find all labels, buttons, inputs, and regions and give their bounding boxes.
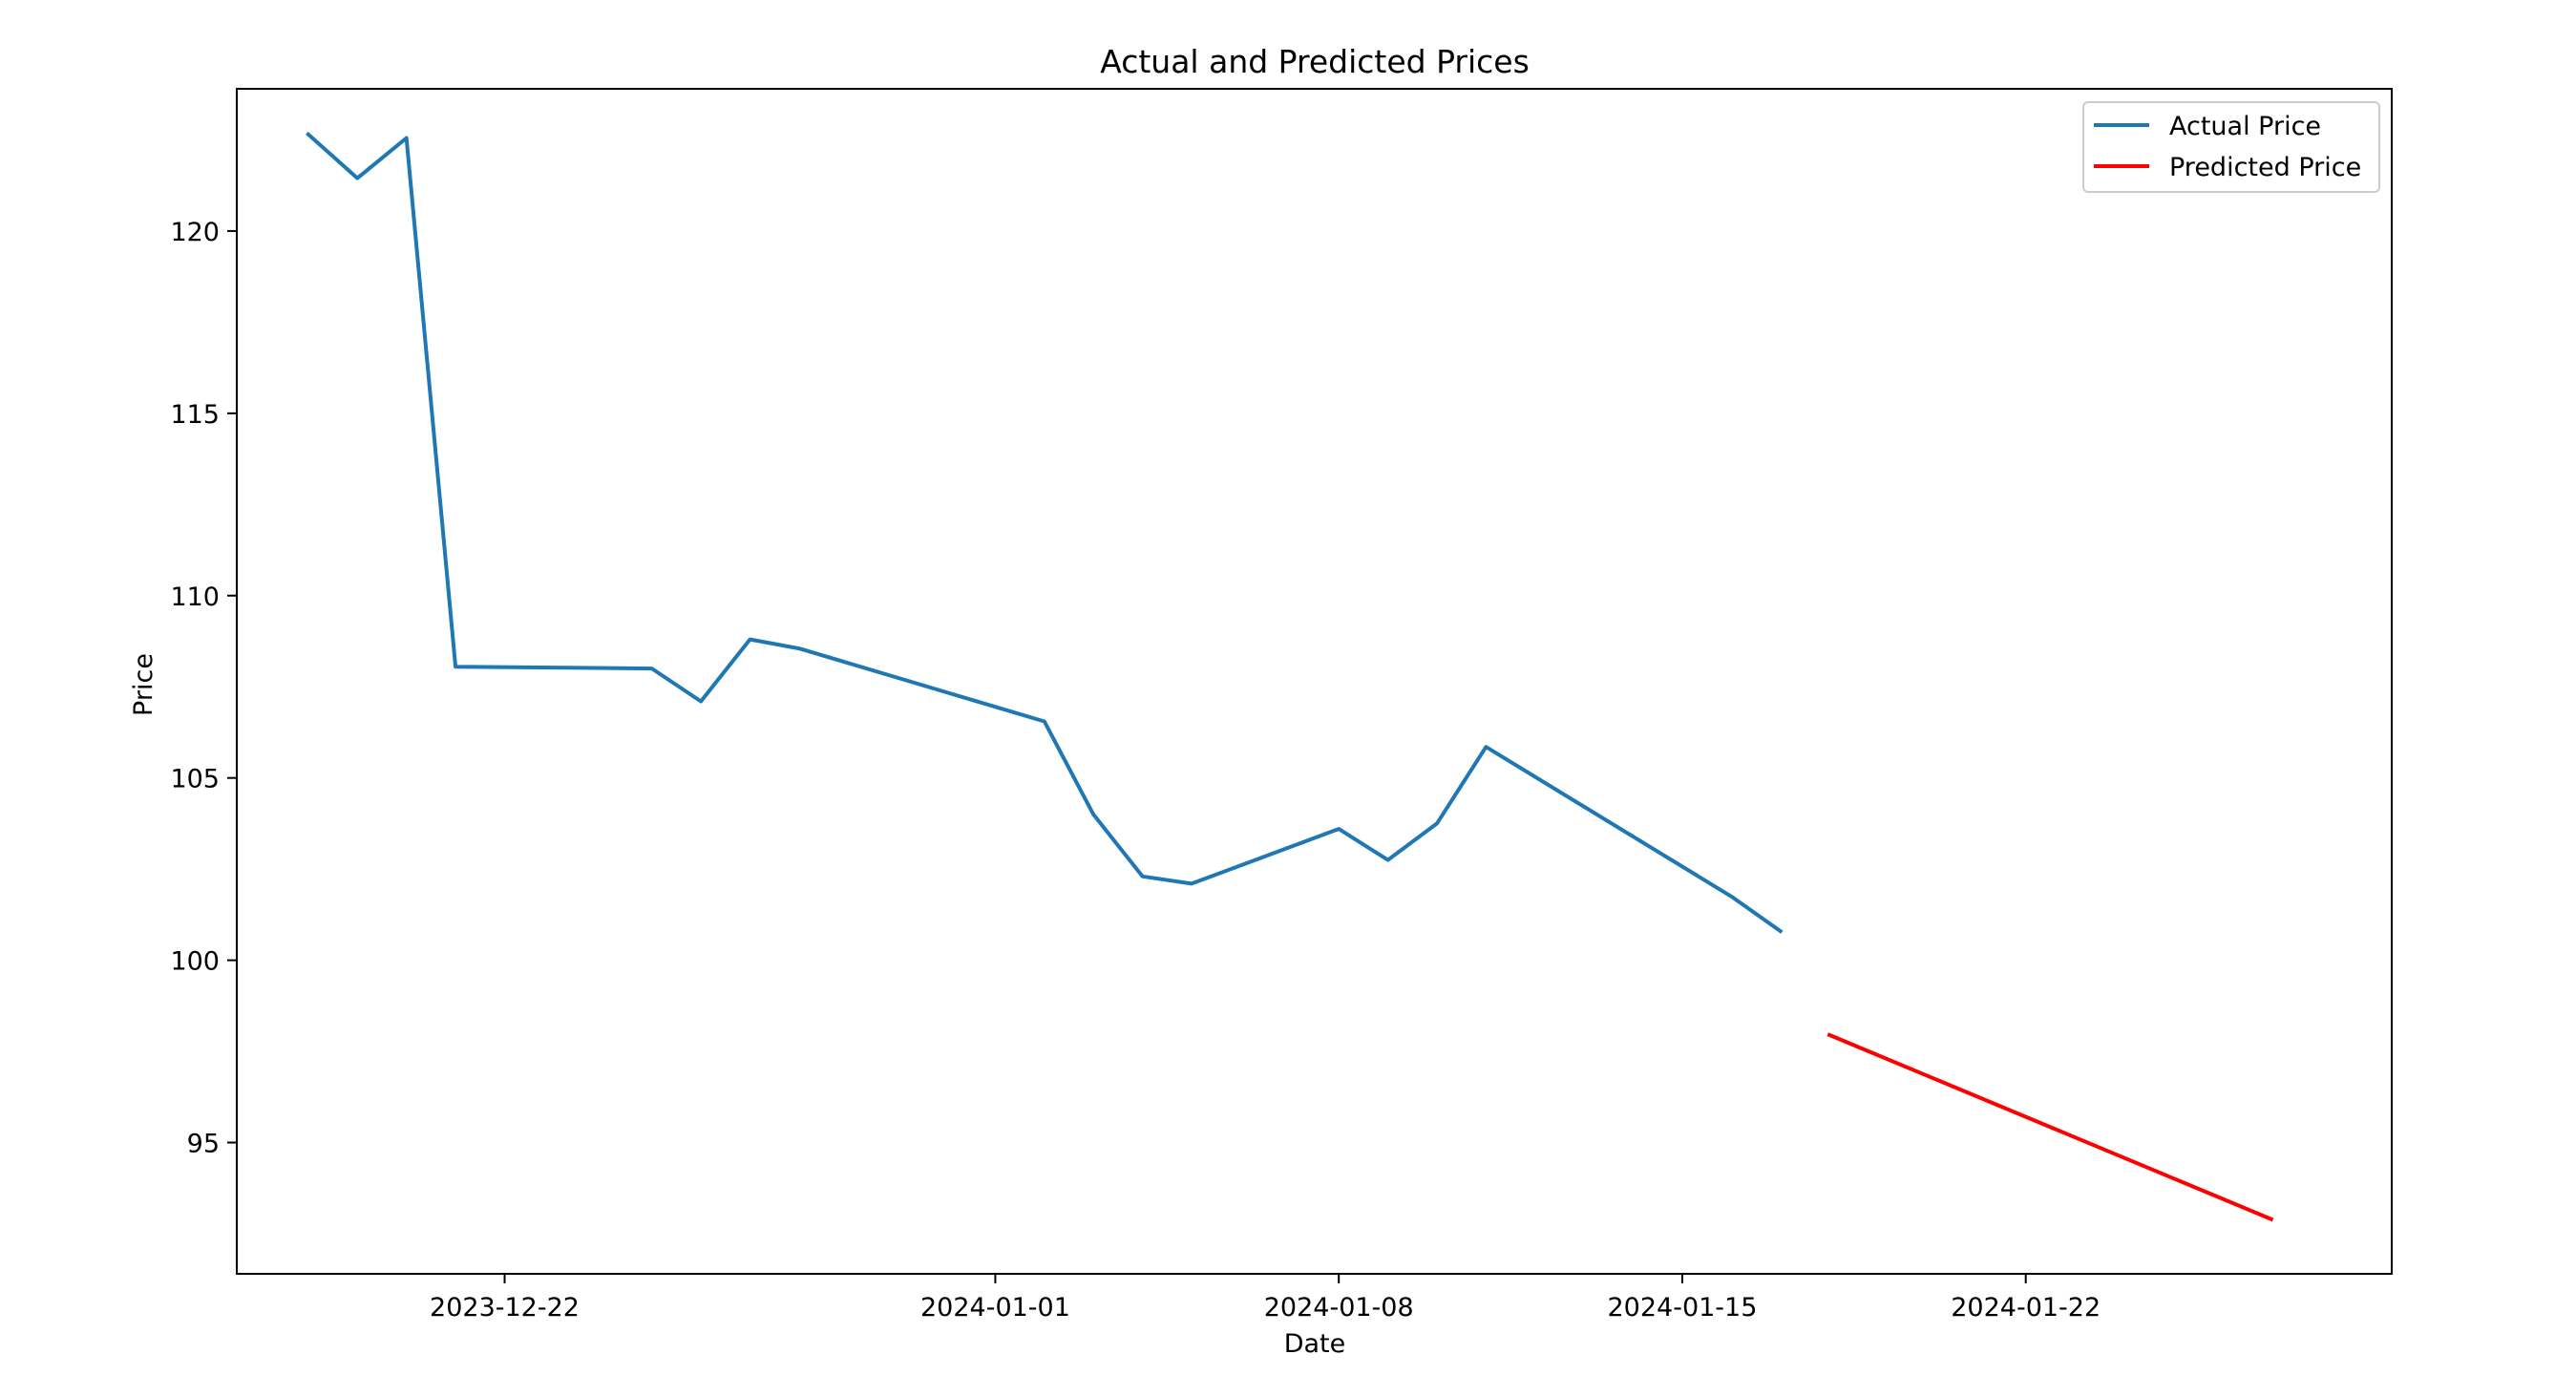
y-axis-label: Price <box>129 653 158 716</box>
legend-label-predicted-price: Predicted Price <box>2169 153 2361 182</box>
y-tick-label: 100 <box>170 947 220 977</box>
plot-frame <box>236 88 2393 1275</box>
x-tick-label: 2023-12-22 <box>430 1293 580 1323</box>
y-tick-label: 105 <box>170 765 220 794</box>
axis-ticks: 2023-12-22 2024-01-01 2024-01-08 2024-01-15… <box>170 218 2101 1323</box>
y-tick-label: 115 <box>170 400 220 430</box>
x-tick-label: 2024-01-15 <box>1607 1293 1757 1323</box>
series-lines <box>306 131 2274 1222</box>
legend-label-actual-price: Actual Price <box>2169 112 2321 141</box>
y-tick-label: 95 <box>187 1130 220 1159</box>
x-axis-label: Date <box>1284 1329 1346 1359</box>
legend: Actual Price Predicted Price <box>2082 101 2380 193</box>
x-tick-label: 2024-01-22 <box>1951 1293 2101 1323</box>
series-line-actual-price <box>306 131 1784 934</box>
x-tick-label: 2024-01-08 <box>1264 1293 1414 1323</box>
legend-box <box>2082 101 2380 193</box>
x-tick-label: 2024-01-01 <box>920 1293 1070 1323</box>
series-line-predicted-price <box>1826 1032 2274 1222</box>
y-tick-label: 120 <box>170 218 220 247</box>
chart-title: Actual and Predicted Prices <box>1100 43 1530 80</box>
y-tick-label: 110 <box>170 582 220 612</box>
